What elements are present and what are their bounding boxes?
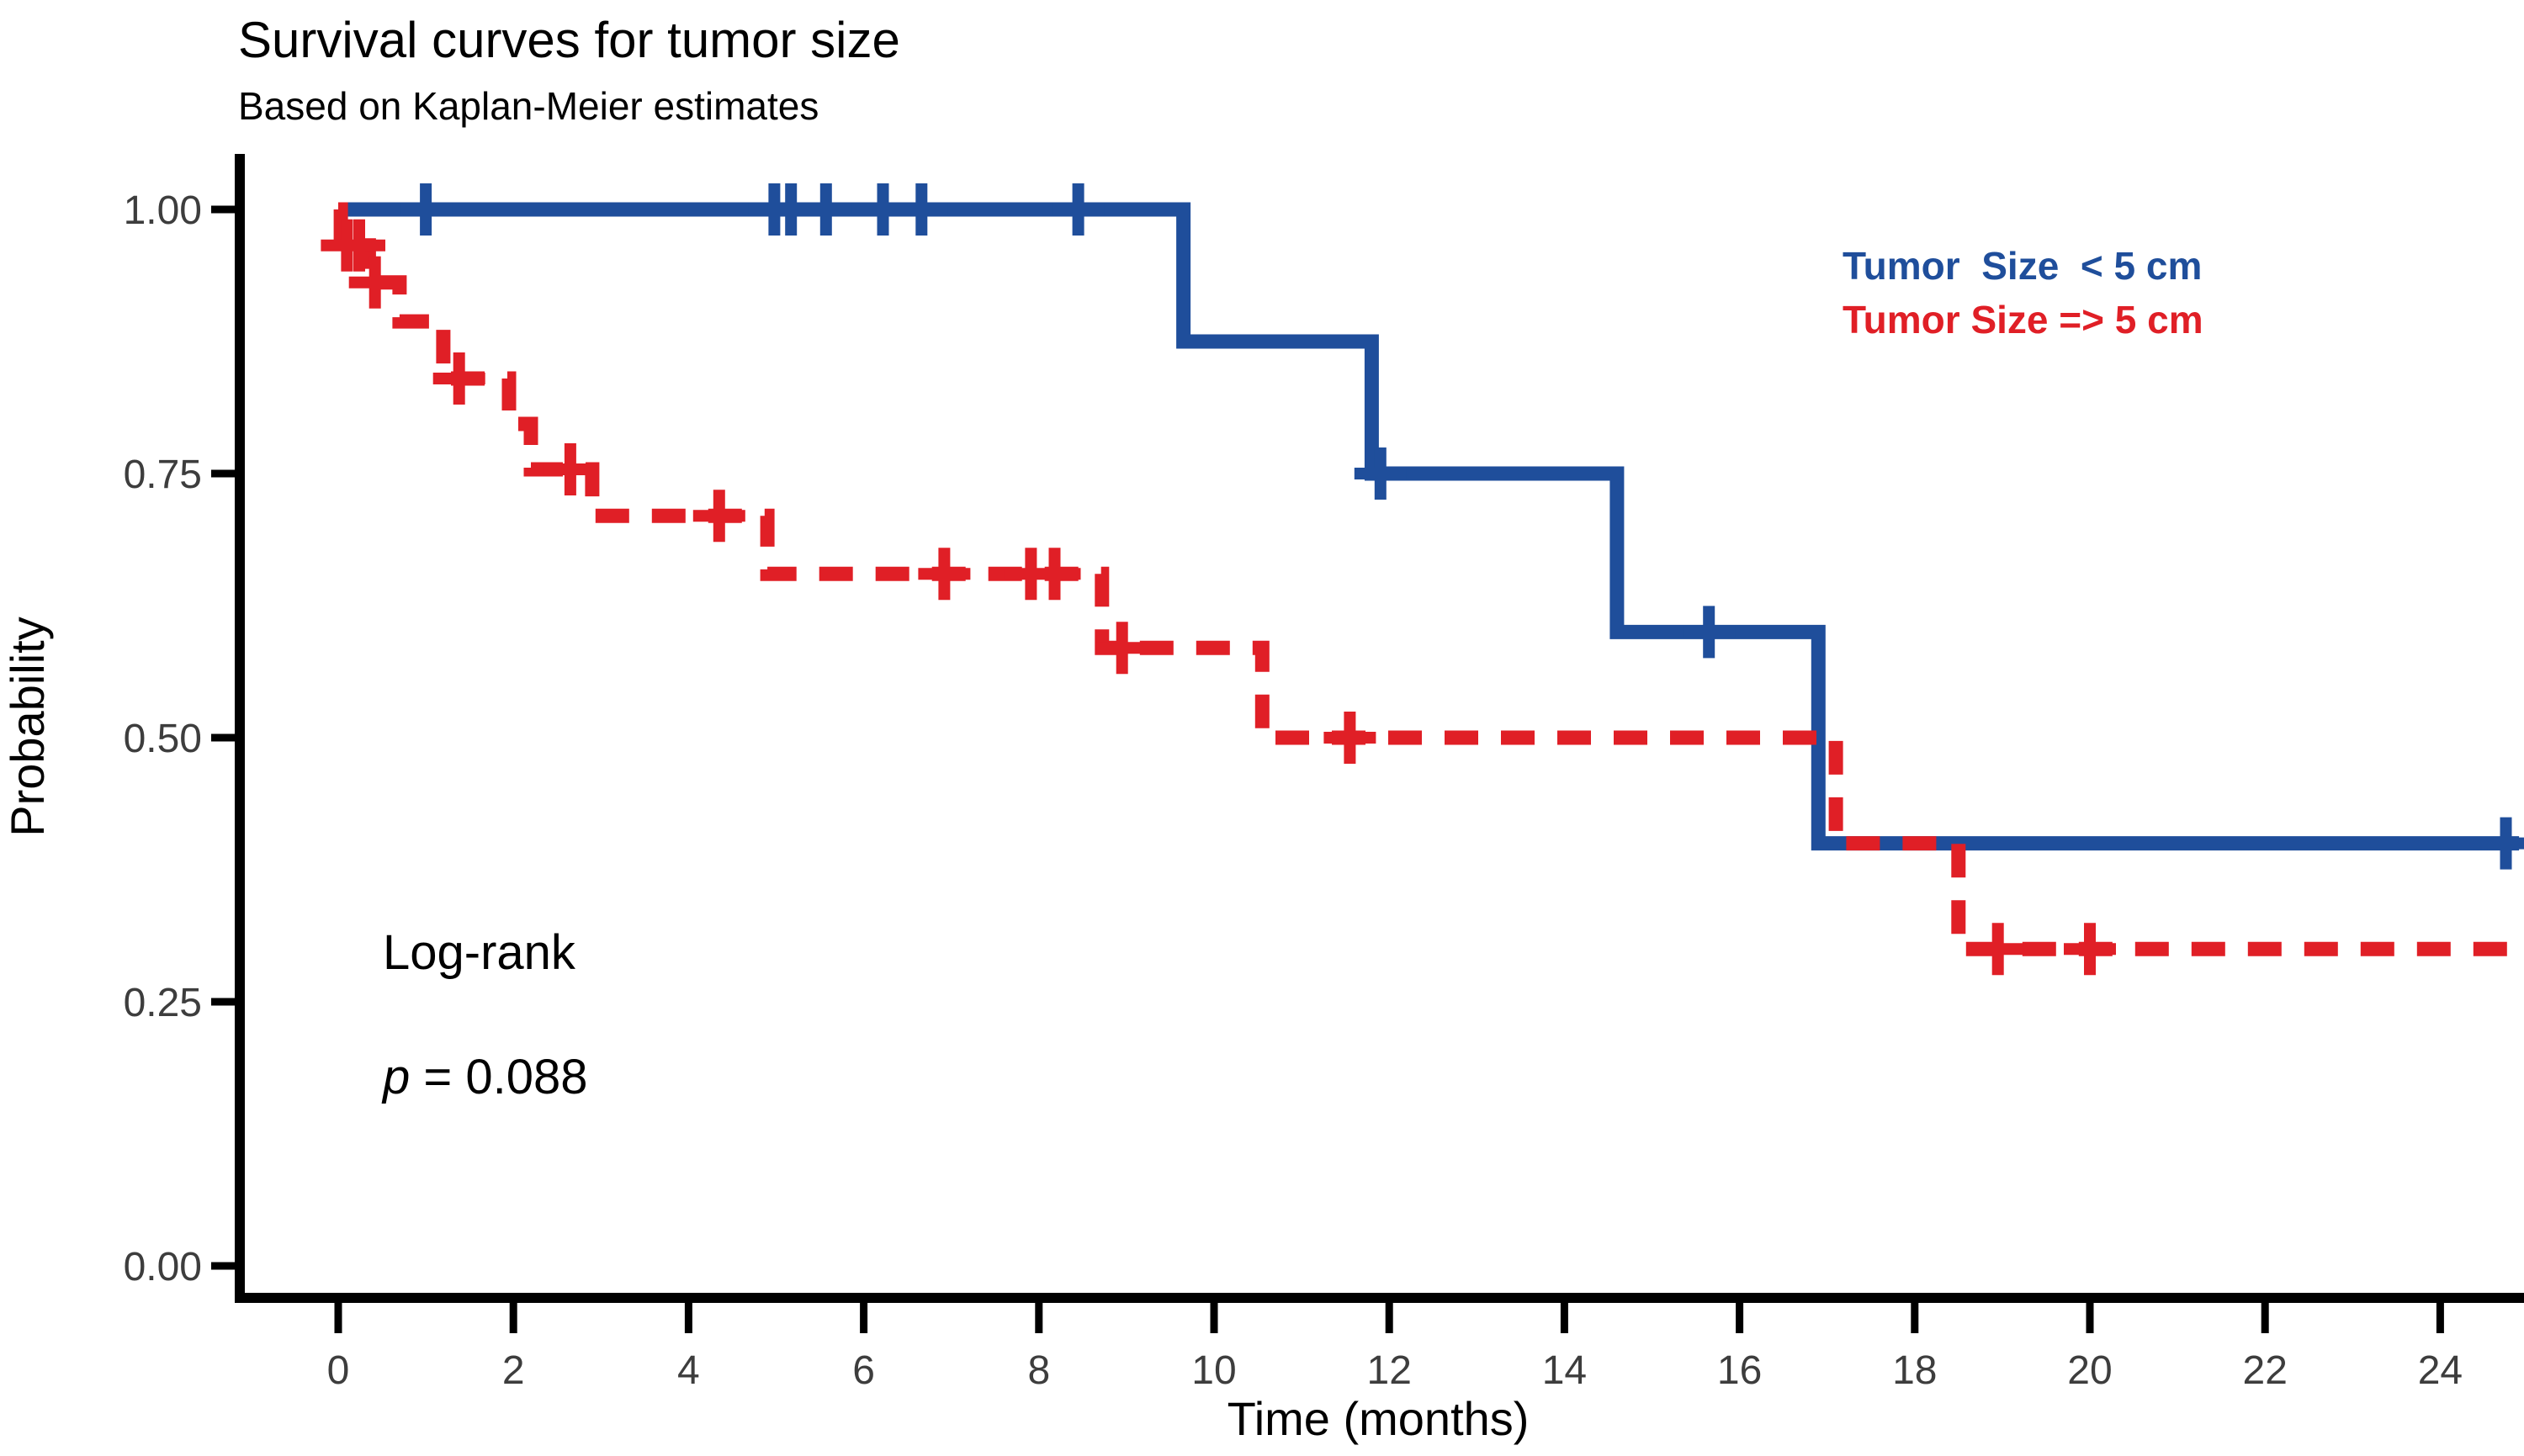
y-tick-label: 0.50 [124, 717, 202, 761]
logrank-annotation: Log-rank p = 0.088 [381, 925, 588, 1104]
logrank-label: Log-rank [383, 925, 576, 980]
y-tick-label: 1.00 [124, 188, 202, 233]
censor-marks-tumor-ge-5cm [321, 219, 2116, 976]
p-value: = 0.088 [410, 1050, 587, 1104]
y-tick-label: 0.75 [124, 453, 202, 497]
x-tick-label: 10 [1191, 1348, 1236, 1393]
legend-item-tumor-lt-5cm: Tumor Size < 5 cm [1843, 244, 2202, 288]
x-tick-label: 2 [502, 1348, 525, 1393]
curves-layer [321, 183, 2524, 976]
x-tick-label: 18 [1892, 1348, 1937, 1393]
legend: Tumor Size < 5 cm Tumor Size => 5 cm [1843, 244, 2203, 341]
ticks-layer: 0 2 4 6 8 10 12 14 16 18 20 22 241.000.750.500.250.0… [124, 188, 2463, 1393]
x-tick-label: 22 [2243, 1348, 2288, 1393]
p-symbol: p [381, 1050, 410, 1104]
y-axis-title: Probability [1, 617, 54, 836]
x-tick-label: 8 [1027, 1348, 1050, 1393]
x-tick-label: 12 [1367, 1348, 1412, 1393]
legend-item-tumor-ge-5cm: Tumor Size => 5 cm [1843, 298, 2203, 341]
x-tick-label: 16 [1717, 1348, 1762, 1393]
x-tick-label: 14 [1542, 1348, 1587, 1393]
y-tick-label: 0.25 [124, 981, 202, 1025]
p-value-label: p = 0.088 [381, 1050, 588, 1104]
chart-subtitle: Based on Kaplan-Meier estimates [238, 84, 819, 128]
censor-marks-tumor-lt-5cm [400, 183, 2524, 870]
x-tick-label: 20 [2067, 1348, 2112, 1393]
x-tick-label: 0 [327, 1348, 350, 1393]
survival-curve-tumor-lt-5cm [338, 202, 2520, 851]
x-axis-title: Time (months) [1228, 1392, 1530, 1445]
chart-title: Survival curves for tumor size [238, 12, 900, 68]
y-tick-label: 0.00 [124, 1245, 202, 1289]
x-tick-label: 4 [677, 1348, 700, 1393]
x-tick-label: 24 [2418, 1348, 2463, 1393]
x-tick-label: 6 [852, 1348, 875, 1393]
